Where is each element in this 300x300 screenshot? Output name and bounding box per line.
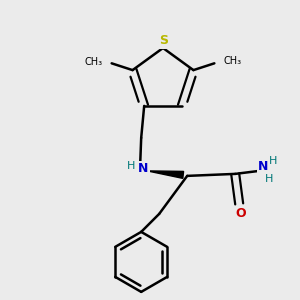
Text: H: H: [127, 161, 135, 171]
Text: S: S: [160, 34, 169, 47]
Text: H: H: [265, 174, 273, 184]
Text: CH₃: CH₃: [84, 57, 102, 67]
Text: H: H: [269, 156, 278, 166]
Text: CH₃: CH₃: [224, 56, 242, 66]
Polygon shape: [147, 171, 184, 178]
Text: N: N: [258, 160, 268, 173]
Text: N: N: [138, 162, 148, 176]
Text: O: O: [235, 207, 245, 220]
